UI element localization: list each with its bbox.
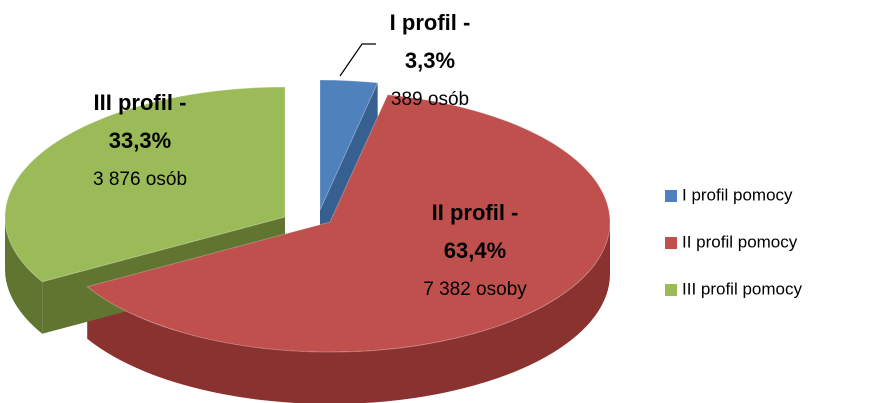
slice-title: II profil - (432, 200, 519, 225)
count-label: 7 382 osoby (423, 279, 527, 300)
slice-title: III profil - (94, 90, 187, 115)
slice (4, 86, 286, 283)
legend-label: III profil pomocy (682, 279, 802, 298)
slice (319, 79, 379, 211)
value-label: 33,3% (109, 128, 171, 153)
slice-title: I profil - (390, 10, 471, 35)
legend-swatch (665, 237, 677, 249)
legend-swatch (665, 284, 677, 296)
count-label: 389 osób (391, 89, 469, 110)
leader-line (339, 43, 376, 77)
legend-label: I profil pomocy (682, 185, 793, 204)
slice-side (87, 222, 610, 403)
slice-side (5, 217, 43, 334)
slice (86, 94, 611, 353)
count-label: 3 876 osób (93, 169, 187, 190)
value-label: 3,3% (405, 48, 455, 73)
legend-label: II profil pomocy (682, 232, 798, 251)
value-label: 63,4% (444, 238, 506, 263)
legend-swatch (665, 190, 677, 202)
